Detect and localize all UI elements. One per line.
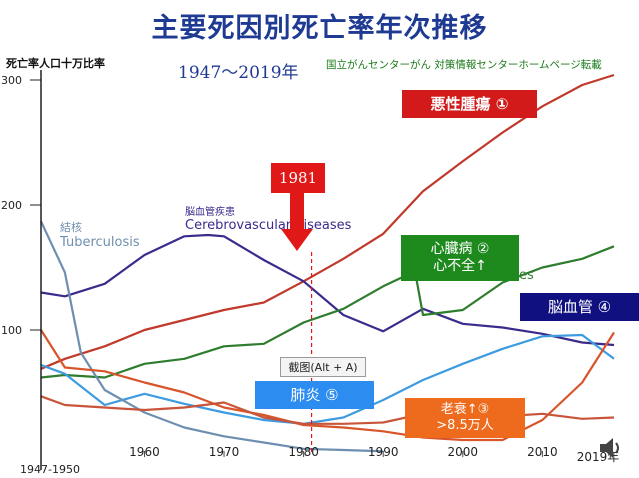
x-tick-label: 1970	[209, 445, 240, 459]
label-heart-partial: es	[519, 268, 534, 283]
down-arrow-icon	[281, 193, 313, 251]
series-line-pneumonia	[40, 333, 615, 425]
y-axis-title: 死亡率人口十万比率	[6, 57, 105, 70]
callout-malignant: 悪性腫瘍 ①	[402, 90, 537, 118]
series-line-tuberculosis	[40, 220, 384, 453]
x-tick-label: 1960	[129, 445, 160, 459]
callout-cerebrovascular: 脳血管 ④	[520, 293, 639, 321]
label-tuberculosis-jp: 結核	[60, 220, 82, 234]
x-tick-label: 2000	[448, 445, 479, 459]
label-cerebrovascular-en: Cerebrovascular diseases	[185, 218, 352, 233]
y-tick-label: 200	[1, 199, 22, 212]
callout-senility-line2: >8.5万人	[436, 418, 494, 433]
screenshot-button[interactable]: 截图(Alt + A)	[280, 357, 366, 377]
y-tick-label: 100	[1, 324, 22, 337]
callout-heart-line1: 心臓病 ②	[430, 241, 490, 258]
label-cerebrovascular-jp: 脳血管疾患	[185, 205, 235, 218]
callout-heart: 心臓病 ② 心不全↑	[401, 235, 519, 281]
x-tick-label: 1980	[288, 445, 319, 459]
x-tick-label: 2010	[527, 445, 558, 459]
source-note: 国立がんセンターがん 対策情報センターホームページ転載	[326, 59, 602, 71]
page-title: 主要死因別死亡率年次推移	[151, 13, 488, 44]
callout-pneumonia: 肺炎 ⑤	[255, 381, 374, 409]
x-start-label: 1947-1950	[20, 463, 80, 476]
speaker-icon[interactable]	[598, 436, 624, 460]
y-tick-label: 300	[1, 74, 22, 87]
x-tick-label: 1990	[368, 445, 399, 459]
callout-senility-line1: 老衰↑③	[440, 402, 490, 418]
callout-senility: 老衰↑③ >8.5万人	[405, 398, 525, 438]
year-marker-label: 1981	[271, 163, 325, 193]
callout-heart-line2: 心不全↑	[433, 258, 487, 274]
series-line-cerebrovascular	[40, 233, 615, 347]
period-label: 1947～2019年	[178, 63, 299, 83]
label-tuberculosis-en: Tuberculosis	[59, 235, 140, 250]
series-line-malignant	[40, 73, 615, 370]
